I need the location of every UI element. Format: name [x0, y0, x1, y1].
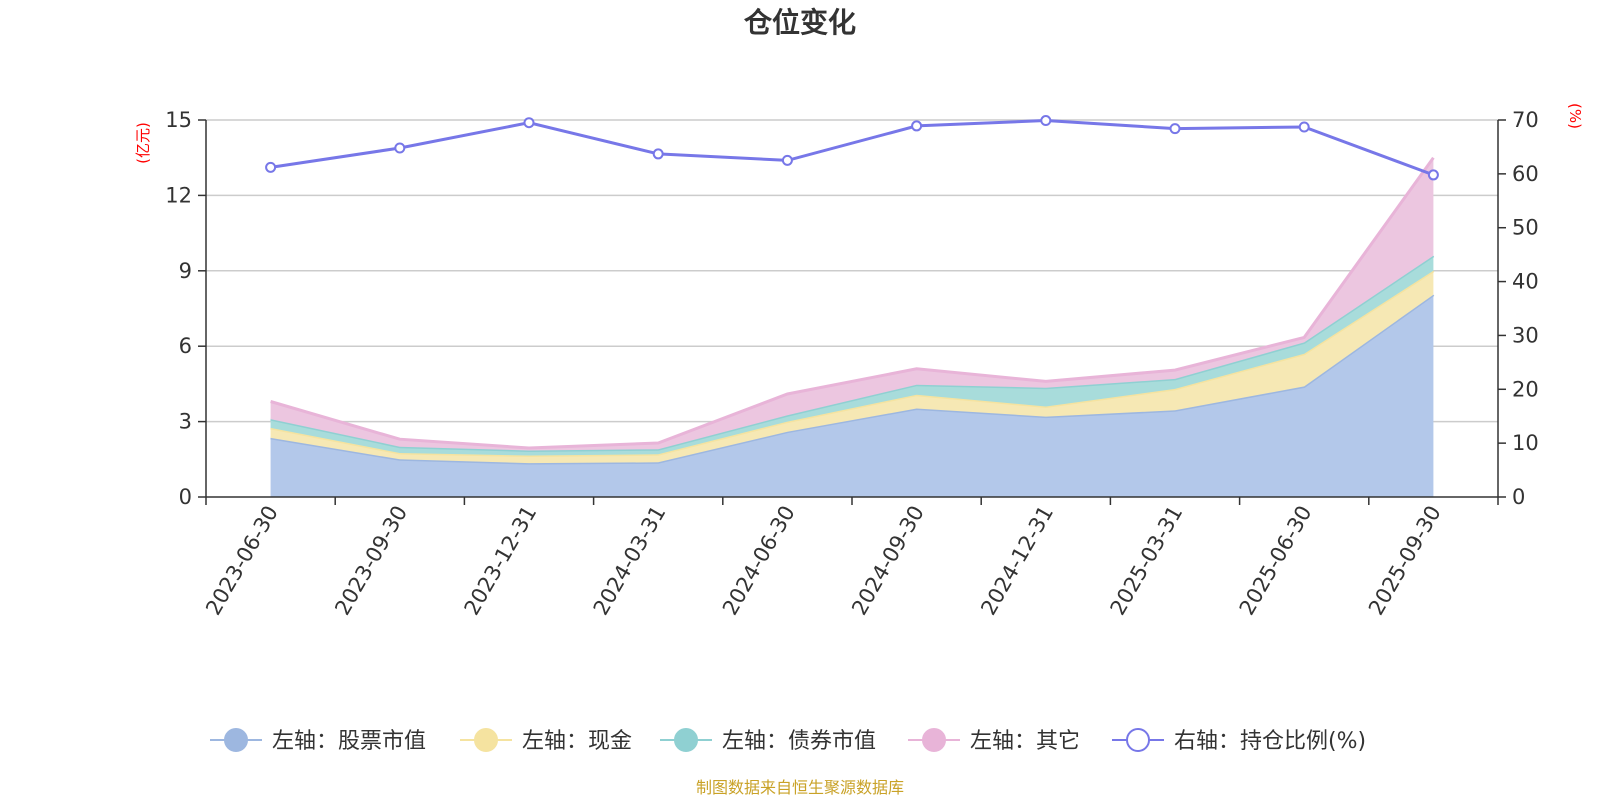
x-axis-tick-label: 2025-09-30: [1364, 502, 1446, 620]
legend-item[interactable]: 左轴：股票市值: [210, 728, 426, 754]
x-axis-tick-label: 2024-06-30: [718, 502, 800, 620]
right-axis-unit: (%): [1566, 103, 1584, 129]
ratio-line: [270, 118, 1434, 177]
legend-label: 右轴：持仓比例(%): [1174, 729, 1366, 754]
ratio-point: [1298, 121, 1310, 133]
legend-label: 左轴：其它: [970, 729, 1080, 754]
ratio-point: [781, 154, 793, 166]
ratio-point: [1169, 123, 1181, 135]
legend-item[interactable]: 左轴：债券市值: [660, 728, 876, 754]
left-axis-tick-label: 6: [179, 334, 192, 358]
area-fill: [270, 157, 1434, 451]
legend-marker-icon: [922, 728, 946, 752]
right-axis-tick-label: 60: [1512, 162, 1539, 186]
x-axis-tick-label: 2023-06-30: [201, 502, 283, 620]
legend-item[interactable]: 左轴：现金: [460, 728, 632, 754]
x-axis-tick-label: 2024-12-31: [976, 502, 1058, 620]
ratio-point: [523, 117, 535, 129]
x-axis-tick-label: 2024-09-30: [847, 502, 929, 620]
legend-label: 左轴：现金: [522, 729, 632, 754]
right-axis-tick-label: 40: [1512, 270, 1539, 294]
right-axis-tick-label: 30: [1512, 323, 1539, 347]
stacked-areas: [270, 156, 1435, 497]
legend-item[interactable]: 左轴：其它: [908, 728, 1080, 754]
holding-ratio-line: [265, 115, 1439, 181]
legend-marker-icon: [674, 728, 698, 752]
legend-label: 左轴：债券市值: [722, 729, 876, 754]
legend-item[interactable]: 右轴：持仓比例(%): [1112, 728, 1366, 754]
ratio-point: [265, 161, 277, 173]
right-axis-tick-label: 70: [1512, 108, 1539, 132]
legend-marker-icon: [224, 728, 248, 752]
right-axis-tick-label: 50: [1512, 216, 1539, 240]
chart-title: 仓位变化: [744, 6, 856, 39]
left-axis-tick-label: 3: [179, 410, 192, 434]
x-axis-tick-label: 2023-09-30: [330, 502, 412, 620]
ratio-point: [1040, 115, 1052, 127]
legend[interactable]: 左轴：股票市值 左轴：现金 左轴：债券市值 左轴：其它 右轴：持仓比例(%): [210, 728, 1366, 754]
area-fill: [270, 294, 1434, 497]
left-axis-tick-label: 12: [165, 183, 192, 207]
legend-marker-icon: [474, 728, 498, 752]
ratio-point: [1427, 169, 1439, 181]
area-edge-line: [270, 156, 1435, 450]
left-axis-tick-label: 9: [179, 259, 192, 283]
ratio-point: [394, 142, 406, 154]
x-axis-tick-label: 2024-03-31: [589, 502, 671, 620]
x-axis-tick-label: 2023-12-31: [460, 502, 542, 620]
data-source-note: 制图数据来自恒生聚源数据库: [696, 778, 904, 797]
legend-label: 左轴：股票市值: [272, 729, 426, 754]
left-axis-tick-label: 15: [165, 108, 192, 132]
right-axis-tick-label: 0: [1512, 485, 1525, 509]
ratio-point: [652, 148, 664, 160]
ratio-point: [911, 120, 923, 132]
left-axis-tick-label: 0: [179, 485, 192, 509]
right-axis-tick-label: 10: [1512, 431, 1539, 455]
legend-marker-icon: [1126, 728, 1150, 752]
x-axis-tick-label: 2025-03-31: [1106, 502, 1188, 620]
left-axis-unit: (亿元): [134, 122, 152, 164]
x-axis-tick-label: 2025-06-30: [1235, 502, 1317, 620]
right-axis-tick-label: 20: [1512, 377, 1539, 401]
